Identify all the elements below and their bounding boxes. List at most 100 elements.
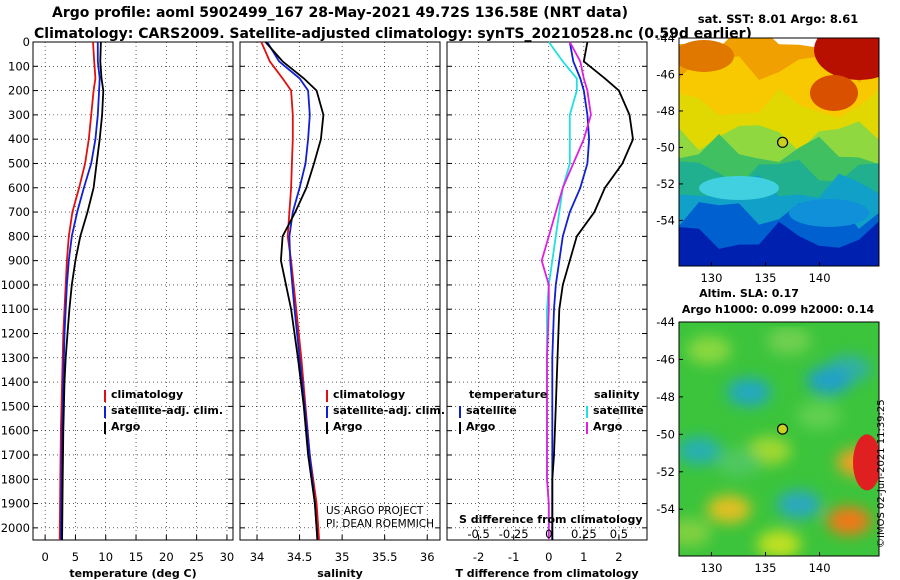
map-title-sst: sat. SST: 8.01 Argo: 8.61 [698, 12, 858, 26]
argo-location-marker [776, 423, 789, 435]
ytick-label: 500 [8, 156, 30, 170]
xlabel-salinity: salinity [317, 567, 363, 580]
legend-label-salinity: satellite-adj. clim. [333, 404, 445, 417]
ytick-label: 1000 [1, 278, 30, 292]
imos-watermark: ©IMOS 02-Jun-2021 11:39:25 [876, 399, 887, 548]
series-difference-s-argo [540, 41, 592, 540]
ytick-label: 600 [8, 181, 30, 195]
xtick-label-temperature: 5 [72, 550, 79, 564]
ytick-label: 900 [8, 254, 30, 268]
xtick-label-difference: -1 [508, 550, 519, 564]
ytick-label: 1800 [1, 472, 30, 486]
map-ytick-label: -46 [656, 67, 675, 81]
ytick-label: 300 [8, 108, 30, 122]
legend-label-temperature: climatology [111, 388, 183, 401]
xtick-label-difference: 2 [615, 550, 622, 564]
panel-frame-salinity [239, 41, 441, 541]
xtick-label-difference: 1 [580, 550, 587, 564]
map-ytick-label: -44 [656, 315, 675, 329]
series-salinity-argo [264, 41, 325, 541]
legend-label-salinity: climatology [333, 388, 405, 401]
map-ytick-label: -44 [656, 31, 675, 45]
map-ytick-label: -52 [656, 177, 675, 191]
legend-label-diff-temp: satellite [466, 404, 517, 417]
map-ytick-label: -54 [656, 213, 675, 227]
xtick-label-difference: 0 [545, 550, 552, 564]
argo-location-marker [776, 136, 789, 148]
map-ytick-label: -48 [656, 390, 675, 404]
stick-label: 0 [545, 527, 552, 541]
xtick-label-salinity: 36 [420, 550, 435, 564]
series-temperature-satellite-adj-clim- [60, 42, 101, 541]
stick-label: -0.5 [467, 527, 489, 541]
xtick-label-salinity: 34 [250, 550, 265, 564]
ytick-label: 1400 [1, 375, 30, 389]
ytick-label: 1200 [1, 327, 30, 341]
map-xtick-label: 140 [809, 271, 831, 285]
legend-label-diff-sal: satellite [593, 404, 644, 417]
legend-label-temperature: Argo [111, 420, 141, 433]
map-frame-sla-map [678, 321, 880, 557]
title-line-1: Argo profile: aoml 5902499_167 28-May-20… [52, 5, 628, 21]
map-image-sst-map [679, 38, 879, 266]
xtick-label-salinity: 35.5 [372, 550, 398, 564]
legend-label-temperature: satellite-adj. clim. [111, 404, 223, 417]
ytick-label: 2000 [1, 521, 30, 535]
ytick-label: 1500 [1, 399, 30, 413]
map-xtick-label: 135 [755, 271, 777, 285]
ytick-label: 400 [8, 132, 30, 146]
map-ytick-label: -50 [656, 427, 675, 441]
map-subtitle-sla: Argo h1000: 0.099 h2000: 0.14 [682, 303, 875, 316]
ytick-label: 1600 [1, 424, 30, 438]
map-xtick-label: 130 [700, 561, 722, 575]
xlabel2-difference: S difference from climatology [459, 513, 643, 526]
xtick-label-salinity: 35 [335, 550, 350, 564]
series-difference-t-satellite [551, 41, 591, 540]
xtick-label-salinity: 34.5 [287, 550, 313, 564]
series-difference-t-argo [551, 41, 634, 540]
map-ytick-label: -54 [656, 502, 675, 516]
series-temperature-argo [61, 41, 105, 541]
credit-line: US ARGO PROJECT [326, 505, 424, 517]
stick-label: 0.5 [610, 527, 628, 541]
xtick-label-temperature: 15 [129, 550, 144, 564]
xtick-label-temperature: 25 [189, 550, 204, 564]
stick-label: -0.25 [499, 527, 529, 541]
diff-legend-header-temperature: temperature [469, 388, 547, 401]
xtick-label-temperature: 10 [98, 550, 113, 564]
series-temperature-climatology [58, 41, 97, 541]
map-frame-sst-map [678, 37, 880, 267]
credit-line: PI: DEAN ROEMMICH [326, 518, 434, 530]
map-ytick-label: -46 [656, 352, 675, 366]
ytick-label: 200 [8, 84, 30, 98]
map-ytick-label: -50 [656, 140, 675, 154]
diff-legend-header-salinity: salinity [594, 388, 640, 401]
stick-label: 0.25 [571, 527, 597, 541]
xlabel-difference: T difference from climatology [455, 567, 638, 580]
map-ytick-label: -48 [656, 104, 675, 118]
ytick-label: 800 [8, 229, 30, 243]
ytick-label: 100 [8, 59, 30, 73]
legend-label-diff-temp: Argo [466, 420, 496, 433]
ytick-label: 1100 [1, 302, 30, 316]
xtick-label-temperature: 0 [41, 550, 48, 564]
xtick-label-temperature: 30 [220, 550, 235, 564]
xlabel-temperature: temperature (deg C) [69, 567, 196, 580]
map-xtick-label: 140 [809, 561, 831, 575]
map-ytick-label: -52 [656, 465, 675, 479]
ytick-label: 1300 [1, 351, 30, 365]
ytick-label: 700 [8, 205, 30, 219]
map-image-sla-map [679, 322, 879, 556]
ytick-label: 0 [23, 35, 30, 49]
map-xtick-label: 135 [755, 561, 777, 575]
xtick-label-temperature: 20 [159, 550, 174, 564]
map-xtick-label: 130 [700, 271, 722, 285]
title-line-2: Climatology: CARS2009. Satellite-adjuste… [34, 26, 752, 42]
legend-label-diff-sal: Argo [593, 420, 623, 433]
legend-label-salinity: Argo [333, 420, 363, 433]
ytick-label: 1700 [1, 448, 30, 462]
xtick-label-difference: -2 [473, 550, 484, 564]
ytick-label: 1900 [1, 497, 30, 511]
map-title-sla: Altim. SLA: 0.17 [699, 287, 799, 300]
